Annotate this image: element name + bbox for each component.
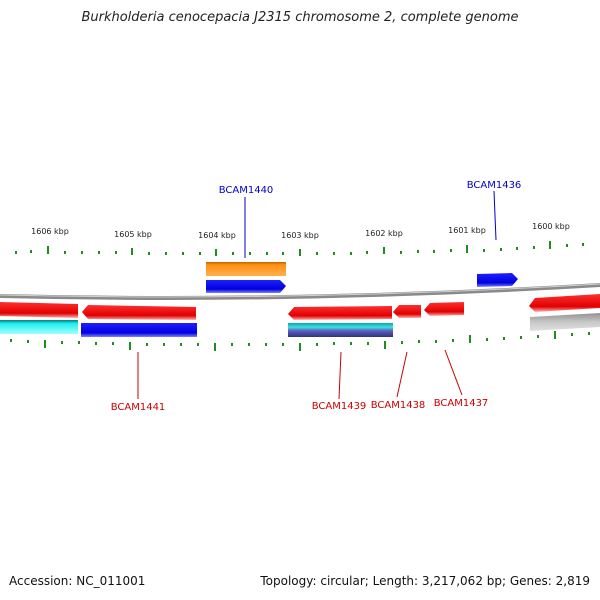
gray-feature-right[interactable] [530, 313, 600, 331]
tick-label: 1603 kbp [281, 231, 319, 240]
gene-left-edge-arrow[interactable] [0, 302, 78, 318]
gene-labels: BCAM1440 BCAM1436 BCAM1441 BCAM1439 BCAM… [111, 180, 522, 413]
gene-bcam1439-arrow[interactable] [288, 306, 392, 320]
accession-text: Accession: NC_011001 [9, 574, 146, 588]
gene-bcam1440-arrow[interactable] [206, 280, 286, 293]
orange-feature-bcam1440[interactable] [206, 262, 286, 276]
cyan-feature-bcam1439[interactable] [288, 323, 393, 337]
tick-label: 1606 kbp [31, 227, 69, 236]
gene-label-bcam1437[interactable]: BCAM1437 [434, 398, 489, 409]
tick-label: 1600 kbp [532, 222, 570, 231]
gene-bcam1438-arrow[interactable] [393, 305, 421, 318]
gene-bcam1441-arrow[interactable] [82, 305, 196, 320]
scale-ticks-upper [15, 241, 584, 256]
genome-backbone [0, 283, 600, 300]
reverse-strand-features[interactable] [0, 294, 600, 337]
blue-feature-bcam1441[interactable] [81, 323, 197, 337]
tick-label: 1601 kbp [448, 226, 486, 235]
gene-label-bcam1440[interactable]: BCAM1440 [219, 185, 274, 196]
cyan-feature-left[interactable] [0, 320, 78, 334]
tick-label: 1605 kbp [114, 230, 152, 239]
gene-label-bcam1441[interactable]: BCAM1441 [111, 402, 166, 413]
genome-stats-text: Topology: circular; Length: 3,217,062 bp… [260, 574, 590, 588]
forward-strand-features[interactable] [206, 262, 518, 293]
gene-label-bcam1439[interactable]: BCAM1439 [312, 401, 367, 412]
gene-bcam1437-arrow[interactable] [424, 302, 464, 316]
tick-label: 1604 kbp [198, 231, 236, 240]
tick-label: 1602 kbp [365, 229, 403, 238]
gene-right-edge-arrow[interactable] [529, 294, 600, 312]
gene-label-bcam1436[interactable]: BCAM1436 [467, 180, 522, 191]
genome-title: Burkholderia cenocepacia J2315 chromosom… [81, 10, 519, 25]
scale-ticks-lower [10, 331, 590, 351]
scale-tick-labels: 1606 kbp 1605 kbp 1604 kbp 1603 kbp 1602… [31, 222, 570, 240]
gene-bcam1436-arrow[interactable] [477, 273, 518, 287]
gene-label-bcam1438[interactable]: BCAM1438 [371, 400, 426, 411]
gene-leader-lines [137, 190, 497, 400]
